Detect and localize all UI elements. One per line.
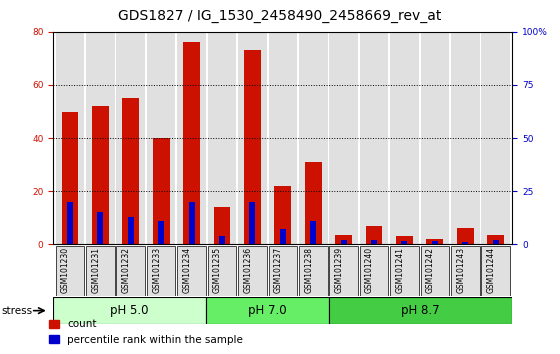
Bar [493,240,499,244]
Bar [329,246,358,296]
Bar [366,226,382,244]
Bar [128,217,134,244]
Bar [482,32,510,244]
Text: stress: stress [2,306,33,316]
Bar [371,240,377,244]
Text: GDS1827 / IG_1530_2458490_2458669_rev_at: GDS1827 / IG_1530_2458490_2458669_rev_at [118,9,442,23]
Bar [310,221,316,244]
Bar [153,138,170,244]
Bar [268,32,297,244]
Text: GSM101231: GSM101231 [91,247,100,293]
Text: GSM101234: GSM101234 [183,247,192,293]
Bar [92,106,109,244]
Bar [62,112,78,244]
Bar [208,246,236,296]
Text: pH 8.7: pH 8.7 [402,304,440,317]
Bar [67,202,73,244]
Bar [462,242,468,244]
Bar [299,32,328,244]
Bar [158,221,164,244]
Bar [97,212,104,244]
Text: GSM101236: GSM101236 [244,247,253,293]
Bar [421,246,449,296]
Text: GSM101243: GSM101243 [456,247,465,293]
Text: GSM101237: GSM101237 [274,247,283,293]
Legend: count, percentile rank within the sample: count, percentile rank within the sample [44,315,248,349]
Bar [55,32,84,244]
Text: GSM101238: GSM101238 [304,247,313,293]
Bar [451,246,479,296]
Bar [147,246,175,296]
Text: GSM101239: GSM101239 [335,247,344,293]
Bar [116,32,145,244]
Bar [206,297,329,324]
Bar [451,32,479,244]
Bar [189,202,195,244]
Bar [402,241,408,244]
Bar [238,32,267,244]
Bar [340,240,347,244]
Bar [238,246,267,296]
Bar [123,98,139,244]
Text: pH 7.0: pH 7.0 [248,304,287,317]
Bar [360,32,388,244]
Bar [299,246,328,296]
Bar [213,207,230,244]
Bar [268,246,297,296]
Bar [147,32,175,244]
Bar [53,297,206,324]
Bar [329,32,358,244]
Bar [432,241,438,244]
Text: GSM101232: GSM101232 [122,247,130,293]
Bar [249,202,255,244]
Bar [421,32,449,244]
Bar [390,246,419,296]
Bar [86,32,115,244]
Bar [280,229,286,244]
Bar [219,236,225,244]
Bar [116,246,145,296]
Bar [329,297,512,324]
Text: GSM101240: GSM101240 [365,247,374,293]
Bar [208,32,236,244]
Text: GSM101242: GSM101242 [426,247,435,293]
Bar [390,32,419,244]
Text: GSM101241: GSM101241 [395,247,404,293]
Bar [86,246,115,296]
Text: GSM101235: GSM101235 [213,247,222,293]
Bar [396,236,413,244]
Bar [427,239,443,244]
Bar [178,246,206,296]
Bar [457,228,474,244]
Bar [244,50,261,244]
Text: pH 5.0: pH 5.0 [110,304,149,317]
Bar [274,186,291,244]
Text: GSM101244: GSM101244 [487,247,496,293]
Bar [55,246,84,296]
Bar [360,246,388,296]
Text: GSM101230: GSM101230 [61,247,70,293]
Bar [487,235,504,244]
Bar [183,42,200,244]
Bar [335,235,352,244]
Bar [305,162,321,244]
Text: GSM101233: GSM101233 [152,247,161,293]
Bar [482,246,510,296]
Bar [178,32,206,244]
